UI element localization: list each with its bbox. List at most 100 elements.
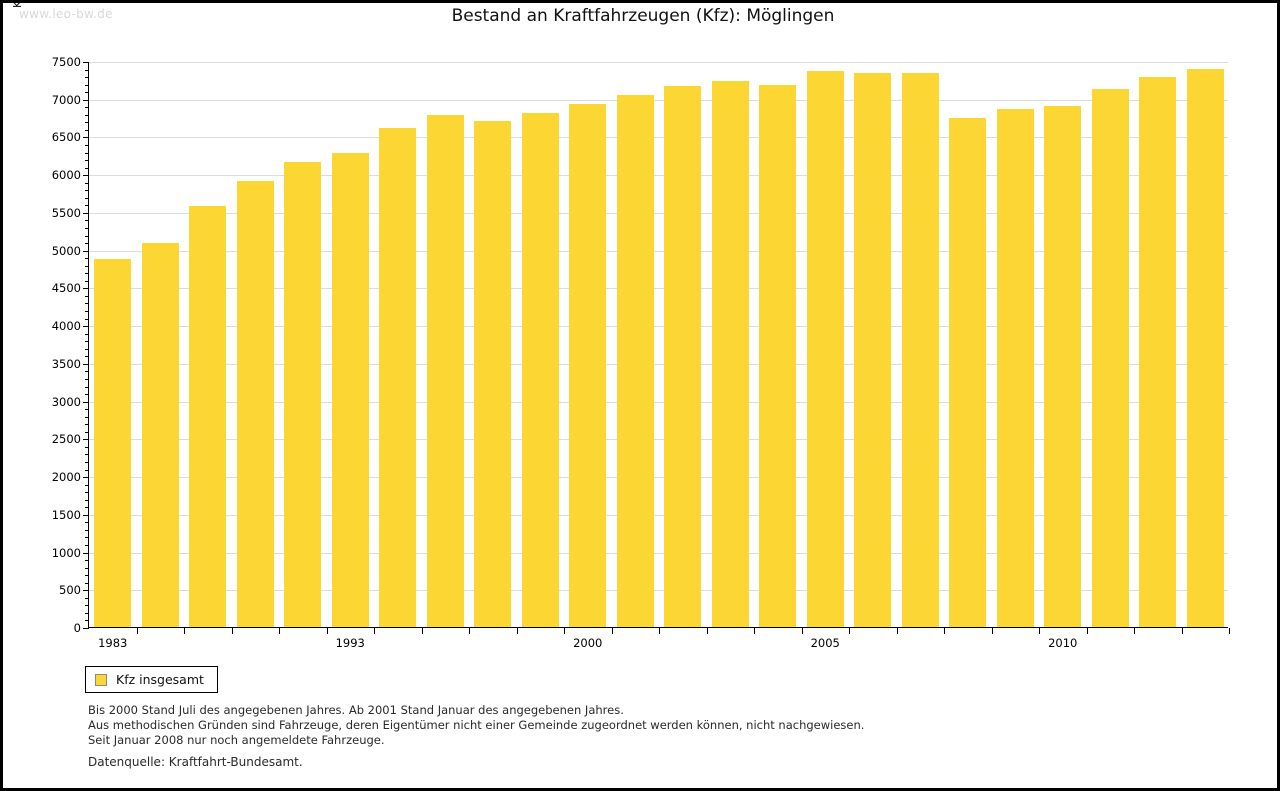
x-axis-tick — [469, 628, 470, 634]
bar — [189, 205, 227, 627]
y-axis-title: KFZ — [11, 0, 24, 8]
y-axis-tick — [83, 175, 89, 177]
y-axis-minor-tick — [85, 341, 89, 343]
x-axis-tick — [849, 628, 850, 634]
y-axis-minor-tick — [85, 273, 89, 275]
y-axis-tick-label: 5000 — [51, 243, 81, 258]
bar-series — [89, 62, 1228, 627]
plot-area: KFZ 0 500 1000 1500 2000 2500 3000 3500 4000 4500… — [11, 0, 1230, 650]
y-axis-minor-tick — [85, 84, 89, 86]
y-axis-minor-tick — [85, 544, 89, 546]
y-axis-minor-tick — [85, 356, 89, 358]
y-axis-tick — [83, 401, 89, 403]
y-axis-minor-tick — [85, 318, 89, 320]
y-axis-tick-label: 2500 — [51, 432, 81, 447]
x-axis-tick-label: 2010 — [1048, 636, 1078, 650]
y-axis-minor-tick — [85, 469, 89, 471]
y-axis-minor-tick — [85, 371, 89, 373]
y-axis-minor-tick — [85, 431, 89, 433]
x-axis-tick — [1181, 628, 1183, 634]
y-axis-tick — [83, 250, 89, 252]
x-axis-tick — [421, 628, 423, 634]
watermark: www.leo-bw.de — [19, 7, 113, 21]
gridline — [89, 401, 1228, 403]
page-title: Bestand an Kraftfahrzeugen (Kfz): Möglin… — [451, 6, 835, 26]
y-axis-minor-tick — [85, 484, 89, 486]
gridline — [89, 326, 1228, 328]
bar — [331, 153, 369, 627]
y-axis-minor-tick — [85, 348, 89, 350]
x-axis-tick — [611, 628, 613, 634]
gridline — [89, 99, 1228, 101]
x-axis-tick — [564, 628, 565, 634]
y-axis-minor-tick — [85, 152, 89, 154]
y-axis-tick — [83, 439, 89, 441]
bar — [94, 259, 132, 627]
gridline — [89, 514, 1228, 516]
bar — [759, 84, 797, 627]
y-axis-tick — [83, 363, 89, 365]
y-axis-minor-tick — [85, 295, 89, 297]
legend-swatch-icon — [95, 673, 107, 686]
y-axis-minor-tick — [85, 220, 89, 222]
y-axis-minor-tick — [85, 620, 89, 622]
y-axis-minor-tick — [85, 114, 89, 116]
x-axis-tick — [516, 628, 518, 634]
y-axis-minor-tick — [85, 122, 89, 124]
y-axis-tick-label: 3500 — [51, 356, 81, 371]
y-axis-tick — [83, 477, 89, 479]
footnote-line: Seit Januar 2008 nur noch angemeldete Fa… — [88, 733, 385, 747]
y-axis-minor-tick — [85, 386, 89, 388]
y-axis-tick — [83, 99, 89, 101]
y-axis-minor-tick — [85, 446, 89, 448]
x-axis: 1983 1993 2000 2005 2010 — [89, 628, 1230, 674]
y-axis-tick-label: 6500 — [51, 130, 81, 145]
y-axis-tick-label: 7500 — [51, 55, 81, 69]
y-axis-minor-tick — [85, 522, 89, 524]
x-axis-tick — [184, 628, 185, 634]
gridline — [89, 439, 1228, 441]
bar — [141, 242, 179, 627]
y-axis-minor-tick — [85, 597, 89, 599]
x-axis-tick-label: 2005 — [810, 636, 840, 650]
x-axis-tick — [706, 628, 708, 634]
x-axis-tick — [1086, 628, 1088, 634]
y-axis-tick-label: 7000 — [51, 92, 81, 107]
x-axis-tick-label: 1983 — [98, 636, 128, 650]
y-axis-minor-tick — [85, 167, 89, 169]
y-axis-minor-tick — [85, 529, 89, 531]
y-axis-minor-tick — [85, 107, 89, 109]
y-axis-minor-tick — [85, 205, 89, 207]
bar — [426, 115, 464, 627]
x-axis-tick — [659, 628, 660, 634]
y-axis-tick — [83, 514, 89, 516]
y-axis-minor-tick — [85, 69, 89, 71]
x-axis-tick — [944, 628, 945, 634]
y-axis-tick-label: 6000 — [51, 168, 81, 183]
y-axis-minor-tick — [85, 228, 89, 230]
y-axis-minor-tick — [85, 77, 89, 79]
legend-item-label: Kfz insgesamt — [116, 672, 204, 687]
y-axis-minor-tick — [85, 129, 89, 131]
y-axis-tick-label: 500 — [59, 583, 81, 598]
chart-legend: Kfz insgesamt — [85, 666, 218, 693]
x-axis-tick — [991, 628, 993, 634]
y-axis-minor-tick — [85, 560, 89, 562]
y-axis-minor-tick — [85, 280, 89, 282]
y-axis-tick — [83, 628, 89, 629]
y-axis-minor-tick — [85, 507, 89, 509]
x-axis-tick — [136, 628, 138, 634]
x-axis-tick — [1134, 628, 1135, 634]
y-axis-minor-tick — [85, 303, 89, 305]
x-axis-tick — [896, 628, 898, 634]
y-axis-minor-tick — [85, 243, 89, 245]
y-axis-tick-label: 5500 — [51, 205, 81, 220]
bar — [474, 121, 512, 627]
y-axis-minor-tick — [85, 492, 89, 494]
y-axis-minor-tick — [85, 190, 89, 192]
bar — [1091, 88, 1129, 627]
bar — [711, 81, 749, 627]
x-axis-tick — [754, 628, 755, 634]
x-axis-tick-label: 1993 — [335, 636, 365, 650]
y-axis-minor-tick — [85, 582, 89, 584]
